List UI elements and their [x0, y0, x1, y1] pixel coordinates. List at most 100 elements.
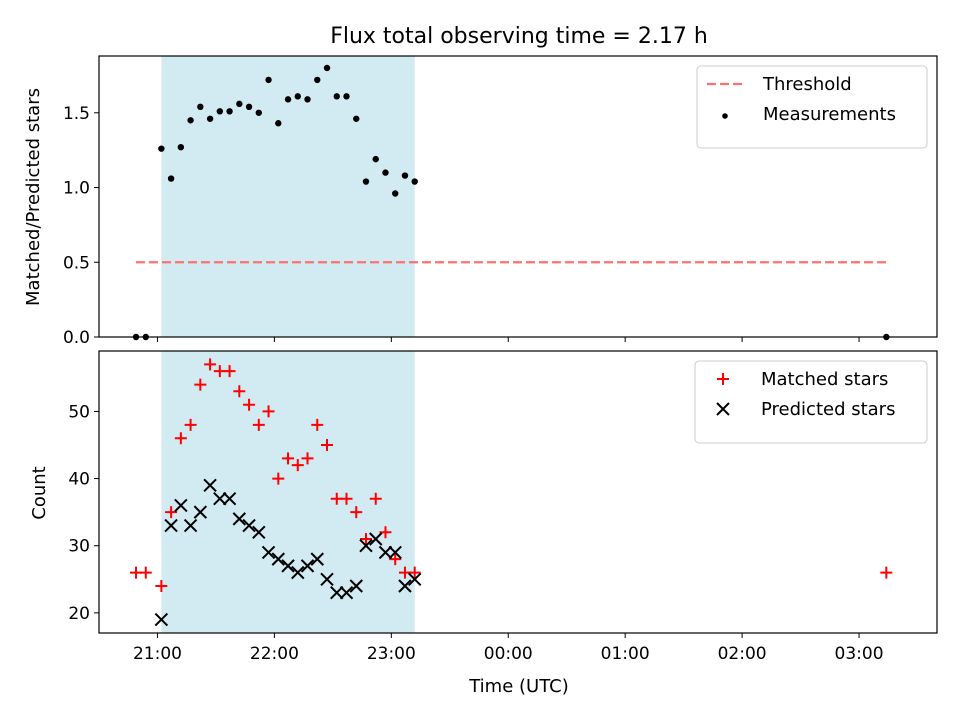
top-y-tick-label: 1.5 [63, 104, 90, 124]
predicted-star-point [330, 586, 344, 600]
matched-star-point [880, 566, 893, 579]
bottom-y-tick-label: 40 [68, 470, 90, 490]
x-tick-label: 22:00 [250, 644, 299, 664]
predicted-star-point [232, 512, 247, 526]
top-y-tick-label: 0.0 [63, 328, 90, 348]
predicted-star-point [261, 545, 276, 560]
predicted-star-point [193, 505, 208, 519]
bottom-axes-frame [98, 350, 938, 634]
bottom-shaded-span [161, 351, 415, 633]
measurement-point [304, 96, 311, 103]
measurement-point [284, 96, 292, 103]
matched-star-point [350, 506, 363, 519]
predicted-star-point [222, 492, 237, 506]
predicted-star-point [174, 498, 188, 513]
predicted-star-point [359, 539, 373, 553]
measurement-point [236, 100, 243, 108]
bottom-y-tick-label: 50 [68, 402, 90, 422]
predicted-star-point [271, 552, 286, 566]
measurement-point [255, 109, 263, 116]
top-axes-frame [98, 55, 938, 338]
matched-star-point [139, 566, 152, 579]
matched-star-point [272, 472, 285, 485]
measurement-point [197, 103, 204, 111]
measurement-point [167, 175, 175, 182]
matched-star-point [291, 459, 304, 472]
x-tick-label: 03:00 [835, 644, 884, 664]
predicted-star-point [408, 572, 422, 586]
matched-star-point [155, 580, 168, 592]
legend-matched-swatch [717, 373, 729, 385]
matched-star-point [194, 378, 207, 391]
matched-star-point [359, 533, 372, 545]
legend-predicted-swatch [716, 402, 730, 416]
measurement-point [323, 64, 331, 72]
matched-star-point [184, 418, 197, 431]
measurement-point [245, 103, 253, 111]
predicted-star-point [154, 612, 169, 627]
measurement-point [401, 172, 409, 179]
predicted-star-point [349, 579, 363, 593]
predicted-star-point [203, 478, 217, 492]
predicted-star-point [320, 572, 334, 586]
bottom-y-axis-label: Count [29, 466, 50, 519]
top-y-tick-label: 1.0 [63, 179, 90, 199]
x-tick-label: 21:00 [133, 644, 182, 664]
predicted-star-point [388, 545, 402, 560]
measurement-point [177, 143, 185, 151]
predicted-star-point [339, 586, 354, 600]
top-legend-box [696, 65, 928, 149]
matched-star-point [369, 492, 382, 505]
matched-star-point [204, 358, 217, 371]
matched-star-point [301, 452, 314, 465]
top-y-axis-label: Matched/Predicted stars [23, 88, 44, 306]
predicted-star-point [378, 545, 393, 560]
matched-star-point [379, 526, 392, 539]
chart-title: Flux total observing time = 2.17 h [330, 24, 708, 49]
predicted-star-point [398, 579, 412, 593]
measurement-point [333, 93, 340, 100]
predicted-star-point [252, 525, 266, 539]
matched-star-point [243, 398, 256, 411]
measurement-point [275, 120, 282, 127]
matched-star-point [311, 418, 324, 431]
predicted-star-point [300, 559, 315, 573]
bottom-y-tick-label: 20 [68, 604, 90, 624]
bottom-legend-box [694, 360, 928, 444]
matched-star-point [252, 418, 265, 431]
legend-measurement-swatch [722, 113, 728, 119]
bottom-y-tick-label: 30 [68, 537, 90, 557]
predicted-star-point [183, 518, 198, 533]
measurement-point [265, 76, 272, 84]
measurement-point [206, 115, 214, 122]
predicted-star-point [242, 518, 256, 533]
measurement-point [353, 115, 360, 122]
legend-label: Predicted stars [761, 399, 895, 420]
predicted-star-point [213, 492, 227, 506]
predicted-star-point [310, 552, 324, 566]
measurement-point [362, 178, 370, 185]
measurement-point [294, 93, 301, 100]
measurement-point [343, 93, 350, 100]
matched-star-point [233, 385, 246, 398]
measurement-point [382, 169, 389, 176]
matched-star-point [282, 452, 295, 465]
measurement-point [216, 108, 224, 115]
matched-star-point [340, 492, 353, 505]
top-legend: Threshold Measurements [696, 65, 928, 149]
bottom-legend: Matched stars Predicted stars [694, 360, 928, 444]
top-y-tick-label: 0.5 [63, 253, 90, 273]
measurement-point [187, 117, 194, 124]
matched-star-point [389, 553, 402, 566]
matched-star-point [223, 365, 236, 378]
measurement-point [158, 145, 165, 152]
bottom-panel: 21:00 22:00 23:00 00:00 01:00 02:00 03:00 20 30 4… [68, 350, 938, 664]
top-panel: 0.0 0.5 1.0 1.5 Threshold Measurements [63, 55, 938, 348]
matched-star-point [174, 432, 187, 445]
top-shaded-span [161, 56, 415, 337]
measurement-point [372, 155, 379, 163]
measurement-point [314, 76, 321, 84]
predicted-star-point [164, 518, 178, 533]
matched-star-point [408, 566, 421, 579]
